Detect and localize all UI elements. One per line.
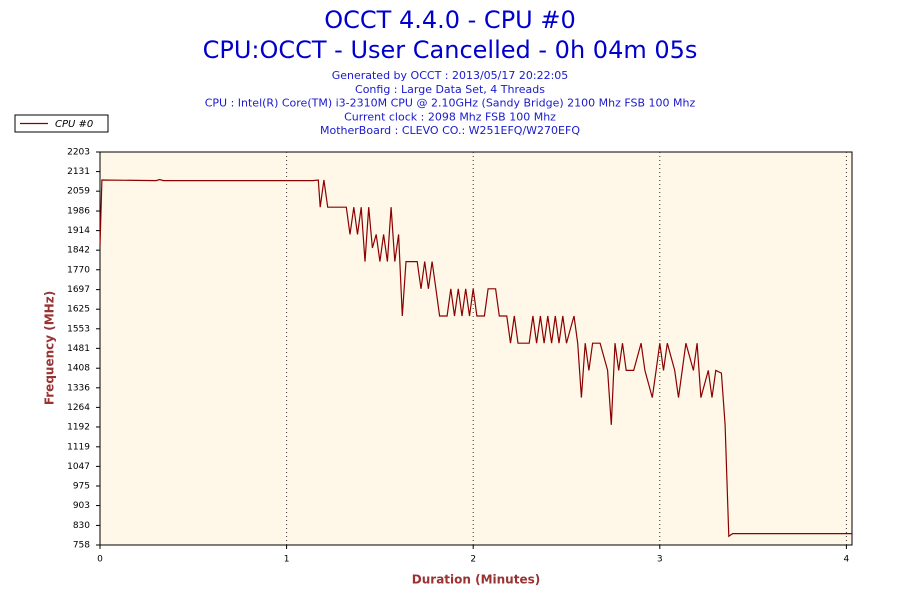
y-tick-label: 1119 xyxy=(67,442,90,452)
y-tick-label: 758 xyxy=(73,541,90,551)
chart-subtitle: CPU:OCCT - User Cancelled - 0h 04m 05s xyxy=(203,36,698,64)
info-line: Current clock : 2098 Mhz FSB 100 Mhz xyxy=(344,110,556,123)
x-tick-label: 4 xyxy=(844,555,850,565)
x-tick-label: 1 xyxy=(284,555,290,565)
chart-title: OCCT 4.4.0 - CPU #0 xyxy=(324,6,575,34)
plot-area xyxy=(99,151,853,546)
y-tick-label: 1625 xyxy=(67,305,90,315)
y-tick-label: 903 xyxy=(73,501,90,511)
y-tick-label: 2203 xyxy=(67,148,90,158)
x-tick-label: 0 xyxy=(97,555,103,565)
x-tick-label: 3 xyxy=(657,555,663,565)
legend-box xyxy=(14,114,109,133)
info-line: CPU : Intel(R) Core(TM) i3-2310M CPU @ 2… xyxy=(205,97,696,110)
y-tick-label: 975 xyxy=(73,481,90,491)
y-tick-label: 1842 xyxy=(67,246,90,256)
y-axis-label: Frequency (MHz) xyxy=(43,291,57,405)
data-line xyxy=(99,178,852,538)
y-tick-label: 1914 xyxy=(67,226,90,236)
y-tick-label: 1047 xyxy=(67,462,90,472)
y-tick-label: 1408 xyxy=(67,364,90,374)
y-tick-label: 2059 xyxy=(67,187,90,197)
y-tick-label: 1336 xyxy=(67,383,90,393)
y-tick-label: 830 xyxy=(73,521,90,531)
y-tick-label: 1264 xyxy=(67,403,90,413)
y-tick-label: 1697 xyxy=(67,285,90,295)
y-tick-label: 1553 xyxy=(67,324,90,334)
x-axis-label: Duration (Minutes) xyxy=(412,573,540,587)
legend-label: CPU #0 xyxy=(55,119,93,130)
info-line: Config : Large Data Set, 4 Threads xyxy=(355,83,545,96)
info-line: MotherBoard : CLEVO CO.: W251EFQ/W270EFQ xyxy=(320,124,580,137)
info-line: Generated by OCCT : 2013/05/17 20:22:05 xyxy=(332,69,569,82)
y-tick-label: 1192 xyxy=(67,422,90,432)
y-tick-label: 1986 xyxy=(67,207,90,217)
x-tick-label: 2 xyxy=(470,555,476,565)
y-tick-label: 2131 xyxy=(67,167,90,177)
y-tick-label: 1481 xyxy=(67,344,90,354)
y-tick-label: 1770 xyxy=(67,265,90,275)
